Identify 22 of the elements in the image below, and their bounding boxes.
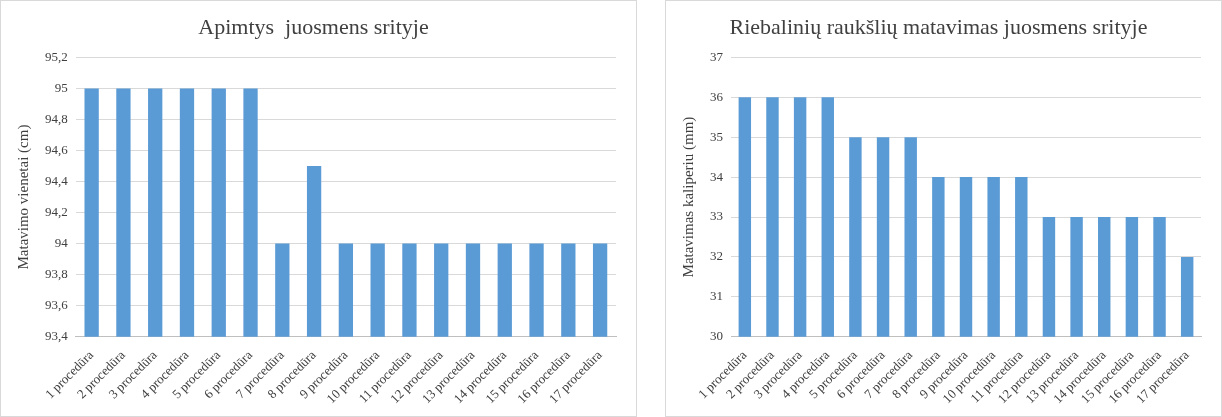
y-tick-label: 37 — [710, 48, 724, 64]
y-tick-label: 94,4 — [45, 172, 69, 188]
y-tick-label: 94 — [54, 235, 69, 251]
y-tick-label: 93,6 — [45, 297, 69, 313]
y-tick-label: 36 — [710, 88, 724, 104]
y-tick-label: 30 — [710, 328, 723, 344]
chart-title: Riebalinių raukšlių matavimas juosmens srityje — [729, 13, 1148, 39]
y-tick-label: 93,8 — [45, 266, 68, 282]
y-axis-title: Matavimo vienetai (cm) — [14, 124, 32, 270]
chart-title: Apimtys juosmens srityje — [198, 13, 429, 39]
y-tick-label: 35 — [710, 128, 723, 144]
y-tick-label: 33 — [710, 208, 723, 224]
y-tick-label: 31 — [710, 288, 723, 304]
y-tick-label: 34 — [710, 168, 724, 184]
y-tick-label: 95,2 — [45, 48, 68, 64]
y-tick-label: 94,2 — [45, 204, 68, 220]
y-tick-label: 93,4 — [45, 328, 69, 344]
y-tick-label: 32 — [710, 248, 723, 264]
y-tick-label: 94,8 — [45, 110, 68, 126]
y-tick-label: 94,6 — [45, 141, 69, 157]
y-axis-title: Matavimas kaliperiu (mm) — [679, 116, 697, 278]
y-tick-label: 95 — [54, 79, 68, 95]
